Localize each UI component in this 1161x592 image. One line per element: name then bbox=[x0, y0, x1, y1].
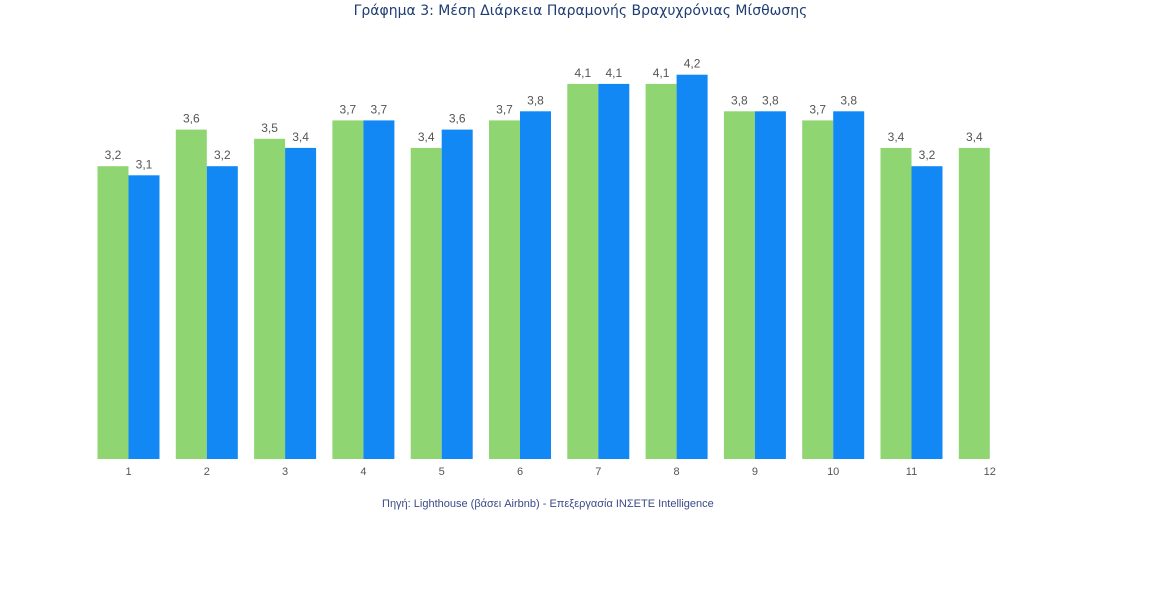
data-label-s1-6: 3,7 bbox=[496, 102, 513, 116]
bar-s1-9 bbox=[723, 111, 755, 460]
data-label-s2-7: 4,1 bbox=[605, 66, 622, 80]
bar-s1-6 bbox=[489, 120, 520, 460]
data-label-s1-8: 4,1 bbox=[653, 66, 670, 80]
bar-s1-10 bbox=[802, 120, 834, 460]
chart-source-note: Πηγή: Lighthouse (βάσει Airbnb) - Επεξερ… bbox=[382, 498, 714, 510]
data-label-s1-3: 3,5 bbox=[261, 121, 278, 135]
data-label-s2-5: 3,6 bbox=[449, 112, 466, 126]
bar-s1-12 bbox=[958, 147, 990, 459]
data-labels-layer: 3,2 3,1 3,6 3,2 3,5 3,4 3,7 3,7 3,4 3,6 3,7 3,8 4,1 4… bbox=[105, 57, 983, 172]
data-label-s2-4: 3,7 bbox=[371, 102, 388, 116]
data-label-s1-7: 4,1 bbox=[574, 66, 591, 80]
data-label-s1-4: 3,7 bbox=[340, 102, 357, 116]
data-label-s1-2: 3,6 bbox=[183, 112, 200, 126]
x-tick-label-2: 2 bbox=[204, 466, 210, 478]
bar-s1-7 bbox=[567, 83, 599, 460]
x-tick-label-9: 9 bbox=[752, 466, 758, 478]
bar-s1-4 bbox=[332, 120, 364, 460]
x-tick-label-8: 8 bbox=[674, 466, 680, 478]
bar-s1-11 bbox=[880, 147, 912, 459]
bar-s2-8 bbox=[676, 74, 708, 459]
x-tick-label-11: 11 bbox=[906, 466, 917, 478]
bar-s2-9 bbox=[754, 111, 786, 460]
bar-s2-3 bbox=[285, 147, 317, 459]
bar-s2-1 bbox=[128, 175, 160, 460]
bar-s1-8 bbox=[645, 83, 677, 460]
x-tick-labels-layer: 1 2 3 4 5 6 7 8 9 10 11 12 bbox=[125, 466, 995, 478]
data-label-s1-11: 3,4 bbox=[888, 130, 905, 144]
x-tick-label-5: 5 bbox=[439, 466, 445, 478]
bar-s2-4 bbox=[363, 120, 395, 460]
data-label-s2-8: 4,2 bbox=[684, 57, 701, 71]
data-label-s2-3: 3,4 bbox=[292, 130, 309, 144]
x-tick-label-3: 3 bbox=[282, 466, 288, 478]
data-label-s2-1: 3,1 bbox=[136, 157, 153, 171]
x-tick-label-10: 10 bbox=[827, 466, 839, 478]
bar-s1-5 bbox=[410, 147, 442, 459]
data-label-s2-2: 3,2 bbox=[214, 148, 231, 162]
x-tick-label-6: 6 bbox=[517, 466, 523, 478]
bar-s2-6 bbox=[520, 111, 551, 460]
data-label-s1-12: 3,4 bbox=[966, 130, 983, 144]
bar-s1-3 bbox=[254, 138, 286, 460]
bar-s2-10 bbox=[833, 111, 865, 460]
data-label-s1-5: 3,4 bbox=[418, 130, 435, 144]
bar-s2-11 bbox=[911, 166, 943, 459]
data-label-s2-11: 3,2 bbox=[919, 148, 936, 162]
bar-s1-1 bbox=[97, 166, 129, 459]
data-label-s1-1: 3,2 bbox=[105, 148, 122, 162]
x-tick-label-1: 1 bbox=[125, 466, 131, 478]
data-label-s1-9: 3,8 bbox=[731, 93, 748, 107]
x-tick-label-7: 7 bbox=[595, 466, 601, 478]
data-label-s1-10: 3,7 bbox=[809, 102, 826, 116]
data-label-s2-9: 3,8 bbox=[762, 93, 779, 107]
x-tick-label-4: 4 bbox=[360, 466, 366, 478]
bar-s2-2 bbox=[206, 166, 238, 459]
bars-layer bbox=[97, 74, 990, 460]
x-tick-label-12: 12 bbox=[984, 466, 996, 478]
data-label-s2-6: 3,8 bbox=[527, 93, 544, 107]
chart-title: Γράφημα 3: Μέση Διάρκεια Παραμονής Βραχυ… bbox=[353, 3, 808, 19]
data-label-s2-10: 3,8 bbox=[840, 93, 857, 107]
bar-s2-5 bbox=[441, 129, 473, 459]
bar-s2-7 bbox=[598, 83, 630, 460]
bar-s1-2 bbox=[175, 129, 207, 459]
